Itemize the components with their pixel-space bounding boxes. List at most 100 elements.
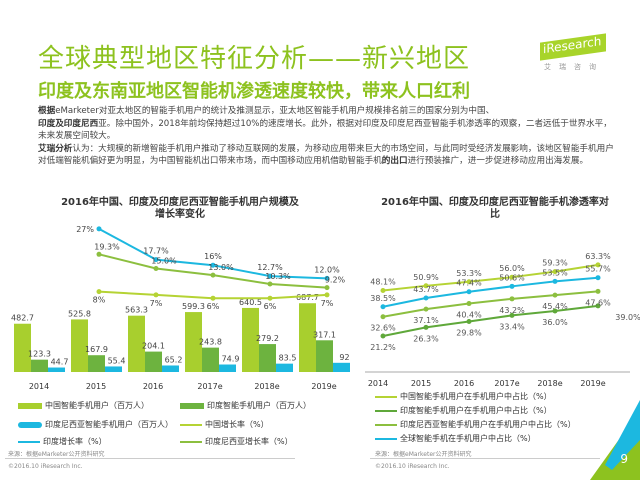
corner-decoration bbox=[590, 400, 640, 480]
growth-point bbox=[96, 226, 102, 232]
share-label: 59.3% bbox=[542, 259, 568, 268]
growth-point bbox=[153, 292, 159, 298]
x-tick-label: 2016 bbox=[454, 379, 474, 388]
growth-point bbox=[153, 257, 159, 263]
legend-label: 中国增长率（%） bbox=[205, 420, 269, 429]
share-point bbox=[380, 314, 386, 320]
growth-point bbox=[324, 275, 330, 281]
growth-label: 15.0% bbox=[151, 257, 177, 266]
share-line bbox=[382, 290, 599, 318]
legend-line bbox=[375, 395, 397, 398]
bar-value-label: 92 bbox=[339, 353, 349, 362]
share-label: 47.4% bbox=[456, 279, 482, 288]
share-point bbox=[595, 262, 601, 268]
growth-label: 16% bbox=[204, 252, 222, 261]
legend-china-growth: 中国增长率（%） bbox=[180, 419, 269, 430]
share-label: 36.0% bbox=[542, 318, 568, 327]
p2: 亚。除中国外，2018年前均保持超过10%的速度增长。此外，根据对印度及印度尼西… bbox=[38, 118, 612, 142]
share-label: 43.2% bbox=[499, 306, 525, 315]
share-point bbox=[466, 289, 472, 295]
p2-bold: 印度及印度尼西 bbox=[38, 118, 99, 129]
bar bbox=[276, 363, 293, 372]
legend-indonesia-growth: 印度尼西亚增长率（%） bbox=[180, 436, 293, 447]
share-point bbox=[466, 279, 472, 285]
right-chart-title: 2016年中国、印度及印度尼西亚智能手机渗透率对比 bbox=[381, 197, 609, 220]
bar-value-label: 687.7 bbox=[296, 293, 319, 302]
p4-bold: 的出口 bbox=[381, 156, 408, 166]
legend-label: 中国智能手机用户（百万人） bbox=[45, 401, 149, 410]
bar bbox=[105, 366, 122, 372]
legend-line bbox=[375, 423, 397, 426]
share-label: 55.7% bbox=[585, 265, 611, 274]
share-point bbox=[552, 308, 558, 314]
x-tick-label: 2018e bbox=[254, 382, 279, 391]
share-point bbox=[423, 306, 429, 312]
share-label: 38.5% bbox=[370, 294, 396, 303]
share-point bbox=[552, 278, 558, 284]
body-text: 根据eMarketer对亚太地区的智能手机用户的统计及推测显示，亚太地区智能手机… bbox=[38, 105, 618, 168]
legend-label: 印度智能手机用户在手机用户中占比（%） bbox=[400, 406, 552, 415]
legend-label: 印度尼西亚智能手机用户（百万人） bbox=[45, 420, 173, 429]
page-title: 全球典型地区特征分析——新兴地区 bbox=[38, 44, 471, 74]
x-tick-label: 2018e bbox=[537, 379, 562, 388]
share-point bbox=[423, 283, 429, 289]
p3-bold: 艾瑞分析 bbox=[38, 143, 73, 154]
legend-swatch bbox=[18, 421, 42, 428]
legend-label: 印度智能手机用户（百万人） bbox=[207, 401, 311, 410]
legend-label: 印度增长率（%） bbox=[43, 437, 107, 446]
legend-line bbox=[180, 440, 202, 443]
share-point bbox=[466, 301, 472, 307]
legend-label: 印度尼西亚增长率（%） bbox=[205, 437, 293, 446]
share-label: 29.8% bbox=[456, 328, 482, 337]
growth-label: 10.3% bbox=[265, 272, 291, 281]
left-chart-title: 2016年中国、印度及印度尼西亚智能手机用户规模及增长率变化 bbox=[61, 197, 299, 220]
legend-label: 全球智能手机在手机用户中占比（%） bbox=[400, 434, 536, 443]
charts-svg: 482.7 123.344.7 2014 525.8 167.955.4 2015 563.… bbox=[11, 225, 640, 391]
bar-value-label: 74.9 bbox=[222, 355, 240, 364]
legend-india-growth: 印度增长率（%） bbox=[18, 436, 107, 447]
growth-point bbox=[96, 289, 102, 295]
share-point bbox=[552, 292, 558, 298]
x-tick-label: 2017e bbox=[494, 379, 519, 388]
share-label: 21.2% bbox=[370, 343, 396, 352]
left-divider bbox=[5, 458, 295, 459]
bar-value-label: 525.8 bbox=[68, 309, 91, 318]
growth-point bbox=[153, 266, 159, 271]
share-label: 56.0% bbox=[499, 264, 525, 273]
left-source: 来源：根据eMarketer公开资料研究 bbox=[8, 451, 105, 458]
growth-point bbox=[210, 295, 216, 301]
bar-value-label: 640.5 bbox=[239, 298, 262, 307]
bar-value-label: 65.2 bbox=[165, 355, 183, 364]
x-tick-label: 2015 bbox=[86, 382, 106, 391]
growth-point bbox=[267, 295, 273, 301]
share-label: 48.1% bbox=[370, 278, 396, 287]
share-point bbox=[380, 304, 386, 310]
bar bbox=[128, 315, 145, 372]
legend-swatch bbox=[18, 402, 42, 409]
logo-subtext: 艾瑞咨询 bbox=[544, 63, 604, 71]
growth-point bbox=[267, 281, 273, 287]
bar-value-label: 167.9 bbox=[85, 345, 108, 354]
legend-india-users: 印度智能手机用户（百万人） bbox=[180, 400, 311, 411]
growth-point bbox=[267, 273, 273, 279]
share-point bbox=[595, 275, 601, 281]
share-point bbox=[380, 333, 386, 339]
legend-global-share: 全球智能手机在手机用户中占比（%） bbox=[375, 433, 536, 444]
legend-india-share: 印度智能手机用户在手机用户中占比（%） bbox=[375, 405, 552, 416]
page-subtitle: 印度及东南亚地区智能机渗透速度较快，带来人口红利 bbox=[38, 81, 470, 102]
bar-value-label: 563.3 bbox=[125, 306, 148, 315]
growth-label: 8% bbox=[93, 296, 106, 305]
bar bbox=[316, 340, 333, 372]
legend-swatch bbox=[180, 402, 204, 409]
share-label: 26.3% bbox=[413, 334, 439, 343]
p1: eMarketer对亚太地区的智能手机用户的统计及推测显示，亚太地区智能手机用户… bbox=[55, 106, 495, 116]
share-point bbox=[595, 303, 601, 309]
page-number: 9 bbox=[620, 452, 628, 466]
share-point bbox=[595, 288, 601, 294]
growth-label: 12.7% bbox=[257, 263, 283, 272]
bar bbox=[71, 319, 88, 372]
x-tick-label: 2016 bbox=[143, 382, 163, 391]
growth-point bbox=[96, 251, 102, 257]
bar bbox=[259, 344, 276, 372]
growth-point bbox=[324, 292, 330, 298]
